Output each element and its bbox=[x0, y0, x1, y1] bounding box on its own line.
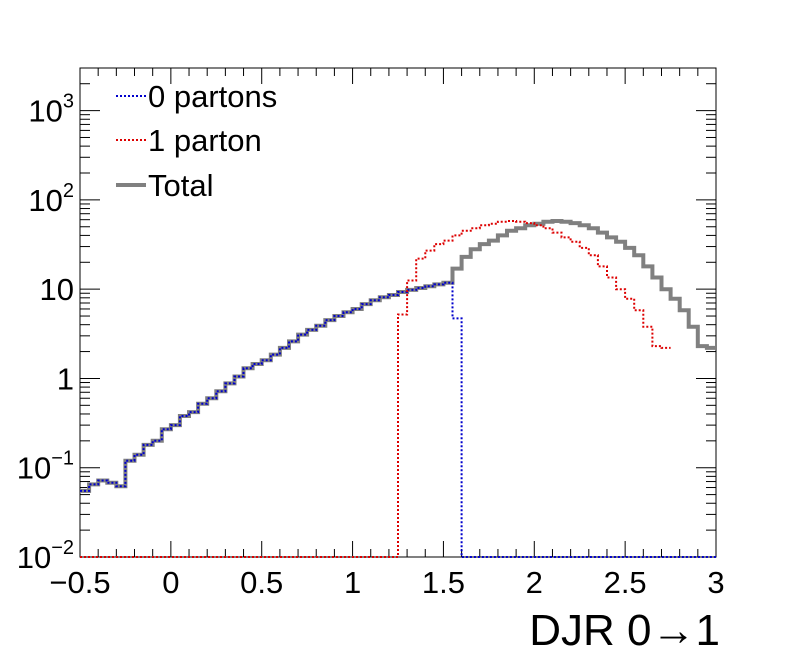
series-layer bbox=[80, 219, 716, 558]
legend-label: Total bbox=[148, 168, 213, 203]
series-line-0-partons bbox=[80, 281, 716, 558]
x-tick-label: −0.5 bbox=[49, 565, 110, 600]
y-tick-label: 103 bbox=[28, 91, 74, 129]
y-tick-label: 1 bbox=[57, 361, 74, 396]
series-line-1-parton bbox=[80, 220, 671, 558]
x-tick-labels: −0.5 0 0.5 1 1.5 2 2.5 3 bbox=[49, 565, 724, 600]
y-tick-label: 10−1 bbox=[17, 448, 74, 486]
y-tick-labels: 10−2 10−1 1 10 102 103 bbox=[17, 91, 74, 575]
axis-ticks bbox=[79, 67, 717, 558]
legend: 0 partons 1 parton Total bbox=[116, 79, 277, 203]
legend-label: 0 partons bbox=[148, 79, 277, 114]
y-tick-label: 10−2 bbox=[17, 537, 74, 575]
x-tick-label: 2.5 bbox=[604, 565, 647, 600]
x-tick-label: 0 bbox=[162, 565, 179, 600]
x-tick-label: 1 bbox=[344, 565, 361, 600]
x-tick-label: 3 bbox=[707, 565, 724, 600]
x-tick-label: 1.5 bbox=[422, 565, 465, 600]
y-tick-label: 10 bbox=[40, 272, 74, 307]
x-tick-label: 0.5 bbox=[240, 565, 283, 600]
x-axis-label: DJR 0→1 bbox=[529, 606, 720, 655]
legend-label: 1 parton bbox=[148, 123, 262, 158]
y-tick-label: 102 bbox=[28, 180, 74, 218]
x-tick-label: 2 bbox=[526, 565, 543, 600]
